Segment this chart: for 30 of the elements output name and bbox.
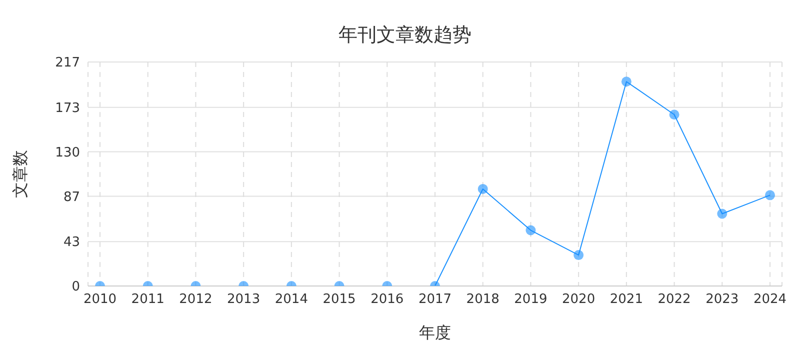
point xyxy=(526,225,536,236)
point xyxy=(669,110,680,120)
x-tick-label: 2022 xyxy=(658,292,691,308)
y-tick-label: 0 xyxy=(72,280,80,295)
point xyxy=(717,208,728,219)
point xyxy=(765,190,775,200)
y-axis-title: 文章数 xyxy=(10,150,30,198)
y-tick-label: 130 xyxy=(55,145,80,160)
x-tick-label: 2016 xyxy=(370,292,404,308)
y-tick-label: 87 xyxy=(63,190,80,205)
point xyxy=(478,184,488,194)
x-tick-label: 2010 xyxy=(83,292,117,308)
x-tick-label: 2023 xyxy=(706,292,739,308)
y-tick-label: 173 xyxy=(55,101,80,116)
y-tick-label: 217 xyxy=(55,56,80,71)
x-tick-label: 2019 xyxy=(514,292,548,308)
point xyxy=(621,76,632,87)
x-tick-label: 2011 xyxy=(131,292,164,308)
x-tick-label: 2014 xyxy=(274,292,308,308)
x-axis-title: 年度 xyxy=(419,323,451,342)
y-tick-label: 43 xyxy=(63,235,80,250)
x-tick-label: 2015 xyxy=(322,292,356,308)
x-tick-label: 2012 xyxy=(179,292,212,308)
x-tick-label: 2024 xyxy=(753,292,787,308)
chart-title: 年刊文章数趋势 xyxy=(338,23,472,48)
x-tick-label: 2018 xyxy=(466,292,500,308)
x-tick-label: 2020 xyxy=(562,292,596,308)
x-tick-label: 2021 xyxy=(610,292,643,308)
x-tick-label: 2017 xyxy=(418,292,452,308)
x-tick-label: 2013 xyxy=(227,292,260,308)
